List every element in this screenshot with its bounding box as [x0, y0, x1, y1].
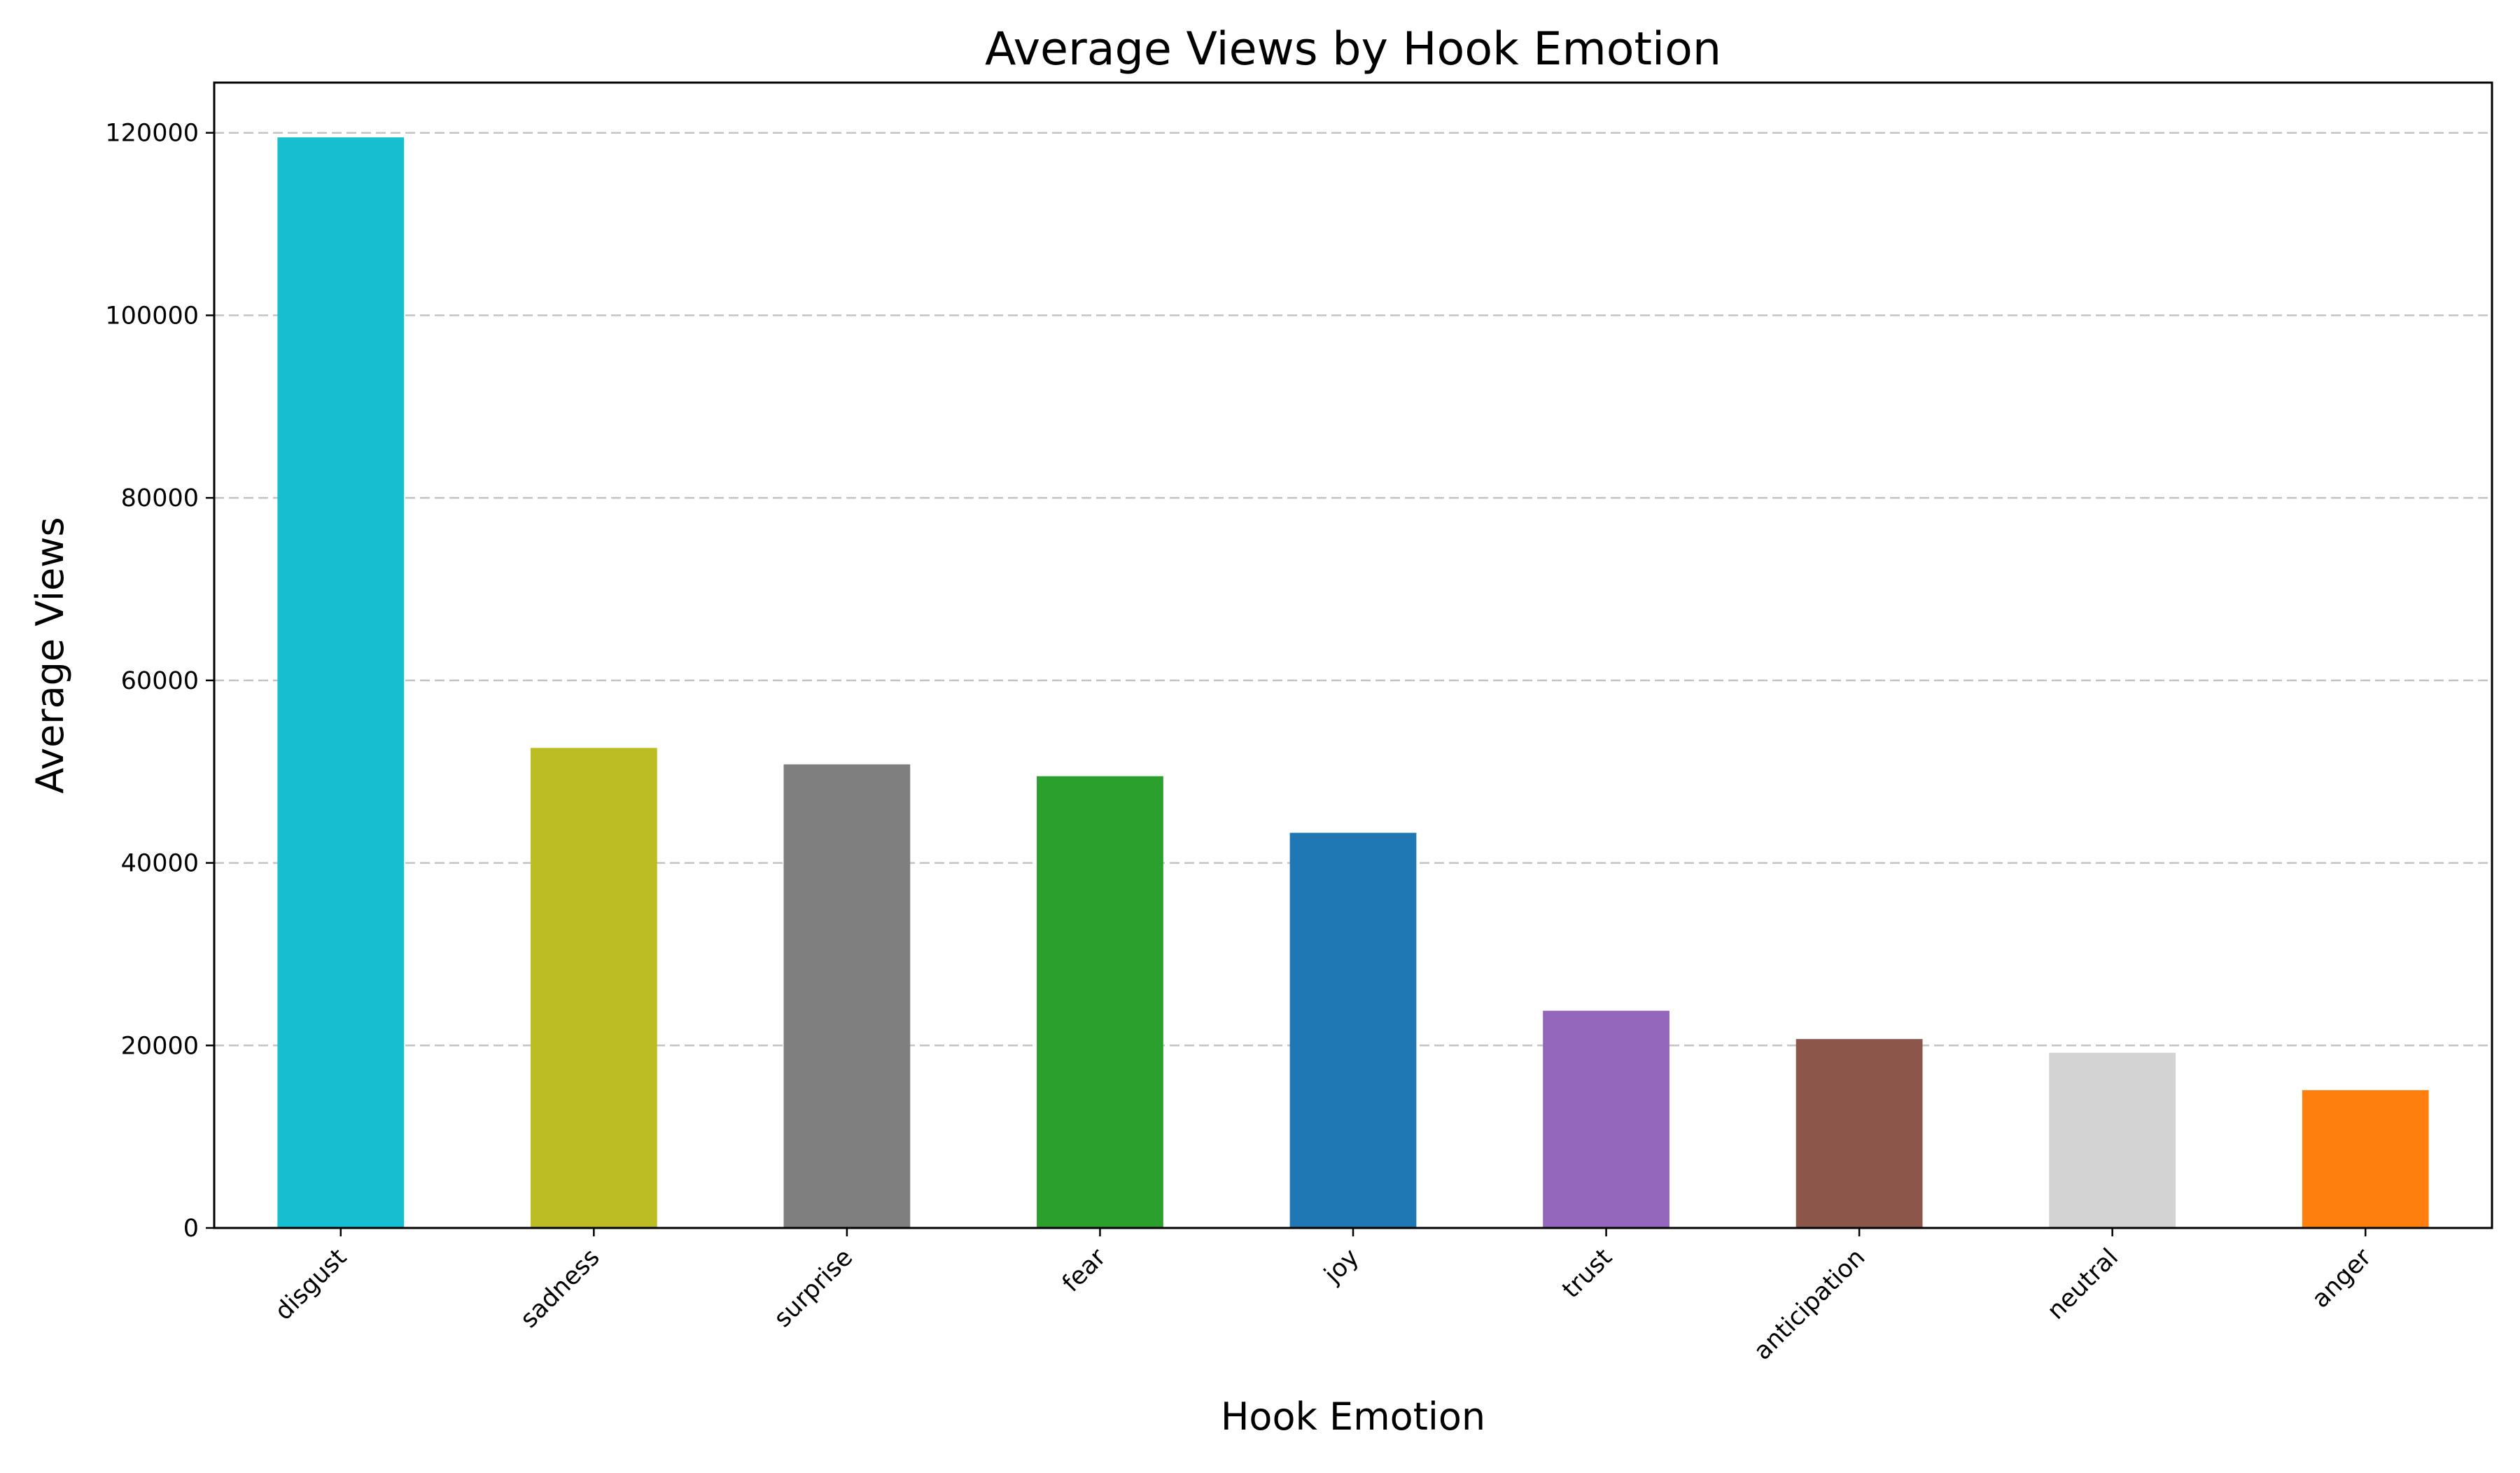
bar-disgust	[277, 137, 405, 1229]
y-tick-label: 40000	[121, 850, 199, 878]
bar-anticipation	[1795, 1039, 1923, 1228]
y-tick-label: 60000	[121, 667, 199, 695]
bars	[277, 137, 2429, 1229]
bar-joy	[1289, 832, 1417, 1228]
y-axis-title: Average Views	[28, 517, 72, 793]
y-tick-label: 100000	[105, 302, 199, 330]
bar-anger	[2302, 1090, 2429, 1228]
y-tick-label: 120000	[105, 120, 199, 148]
bar-neutral	[2049, 1052, 2176, 1228]
y-axis-ticks: 0 20000 40000 60000 80000 100000 120000	[105, 120, 214, 1243]
y-tick-label: 20000	[121, 1032, 199, 1060]
x-axis-title: Hook Emotion	[1221, 1395, 1485, 1439]
bar-fear	[1037, 776, 1163, 1228]
bar-sadness	[530, 748, 657, 1228]
y-tick-label: 80000	[121, 484, 199, 512]
y-tick-label: 0	[183, 1215, 199, 1243]
chart-title: Average Views by Hook Emotion	[985, 23, 1721, 76]
bar-surprise	[783, 764, 911, 1228]
bar-trust	[1543, 1010, 1670, 1228]
